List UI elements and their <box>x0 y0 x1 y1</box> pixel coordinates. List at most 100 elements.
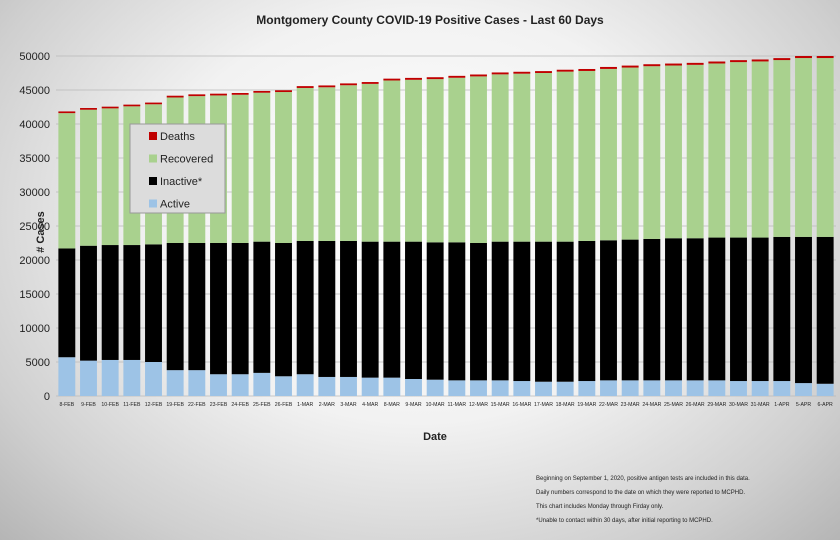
bar-active <box>708 380 726 396</box>
bar-deaths <box>361 82 379 84</box>
bar-deaths <box>383 78 401 81</box>
bar-deaths <box>58 111 76 114</box>
x-tick-label: 12-FEB <box>145 402 163 408</box>
bar-recovered <box>795 58 812 237</box>
bar-deaths <box>188 94 206 97</box>
bar-active <box>600 380 617 396</box>
x-tick-label: 25-MAR <box>664 402 683 408</box>
bar-inactive <box>426 242 444 380</box>
bar-inactive <box>383 241 401 378</box>
x-tick-label: 26-FEB <box>275 402 293 408</box>
bar-active <box>513 381 531 396</box>
bar-deaths <box>643 64 661 67</box>
bar-recovered <box>708 63 726 238</box>
footnote: This chart includes Monday through Firda… <box>536 504 664 510</box>
bar-deaths <box>448 75 466 78</box>
bar-inactive <box>231 243 249 375</box>
x-tick-label: 8-MAR <box>384 402 400 408</box>
bar-deaths <box>578 68 596 71</box>
bar-inactive <box>340 240 357 377</box>
bar-active <box>318 376 336 396</box>
bar-active <box>491 380 509 396</box>
bar-recovered <box>101 108 119 246</box>
bar-inactive <box>535 241 552 382</box>
bar-deaths <box>751 59 769 62</box>
bar-active <box>686 380 704 396</box>
bar-active <box>145 362 162 396</box>
bar-active <box>448 380 466 396</box>
bar-active <box>231 374 249 396</box>
bar-inactive <box>448 242 466 381</box>
y-tick-label: 0 <box>44 391 50 403</box>
bar-recovered <box>470 76 487 244</box>
bar-active <box>166 370 184 396</box>
bar-active <box>578 381 596 396</box>
bar-recovered <box>578 70 596 241</box>
y-tick-label: 30000 <box>19 187 50 199</box>
x-tick-label: 17-MAR <box>534 402 553 408</box>
bar-deaths <box>621 65 639 68</box>
y-tick-label: 25000 <box>19 221 50 233</box>
x-axis-label: Date <box>423 431 447 443</box>
bar-inactive <box>101 245 119 360</box>
bars <box>58 56 834 396</box>
bar-active <box>730 381 747 396</box>
bar-active <box>58 357 76 396</box>
bar-recovered <box>58 113 76 249</box>
bar-inactive <box>210 243 227 375</box>
bar-inactive <box>773 236 791 382</box>
x-tick-label: 15-MAR <box>491 402 510 408</box>
bar-inactive <box>578 240 596 382</box>
bar-recovered <box>643 66 661 239</box>
x-tick-label: 30-MAR <box>729 402 748 408</box>
x-tick-label: 22-MAR <box>599 402 618 408</box>
bar-deaths <box>686 62 704 65</box>
bar-active <box>405 379 422 396</box>
bar-inactive <box>730 237 747 382</box>
bar-deaths <box>275 90 292 93</box>
y-tick-label: 50000 <box>19 51 50 63</box>
footnote: Beginning on September 1, 2020, positive… <box>536 476 750 482</box>
bar-active <box>101 359 119 396</box>
bar-active <box>383 377 401 396</box>
bar-recovered <box>513 73 531 242</box>
y-tick-label: 35000 <box>19 153 50 165</box>
bar-recovered <box>535 73 552 242</box>
bar-active <box>253 372 271 396</box>
bar-deaths <box>405 77 422 80</box>
x-tick-label: 9-MAR <box>405 402 421 408</box>
bar-active <box>470 380 487 396</box>
bar-deaths <box>795 56 812 59</box>
bar-deaths <box>231 92 249 95</box>
bar-inactive <box>80 245 97 361</box>
y-tick-label: 40000 <box>19 119 50 131</box>
legend-swatch <box>149 154 157 163</box>
x-tick-label: 3-MAR <box>340 402 356 408</box>
bar-active <box>340 376 357 396</box>
bar-recovered <box>231 94 249 243</box>
bar-recovered <box>275 92 292 243</box>
bar-recovered <box>405 79 422 242</box>
bar-active <box>643 380 661 396</box>
x-tick-label: 11-MAR <box>448 402 467 408</box>
bar-deaths <box>491 72 509 75</box>
x-tick-label: 10-MAR <box>426 402 445 408</box>
bar-recovered <box>751 61 769 238</box>
bar-deaths <box>123 104 141 107</box>
bar-recovered <box>773 60 791 237</box>
x-tick-label: 19-FEB <box>166 402 184 408</box>
bar-deaths <box>513 71 531 74</box>
bar-deaths <box>708 61 726 64</box>
bar-inactive <box>123 245 141 360</box>
bar-active <box>751 381 769 396</box>
footnote: Daily numbers correspond to the date on … <box>536 490 746 496</box>
bar-inactive <box>556 241 574 382</box>
bar-recovered <box>253 92 271 242</box>
x-tick-label: 4-MAR <box>362 402 378 408</box>
footnote: *Unable to contact within 30 days, after… <box>536 518 713 524</box>
x-tick-label: 8-FEB <box>59 402 74 408</box>
bar-inactive <box>58 248 76 358</box>
bar-deaths <box>296 86 314 88</box>
